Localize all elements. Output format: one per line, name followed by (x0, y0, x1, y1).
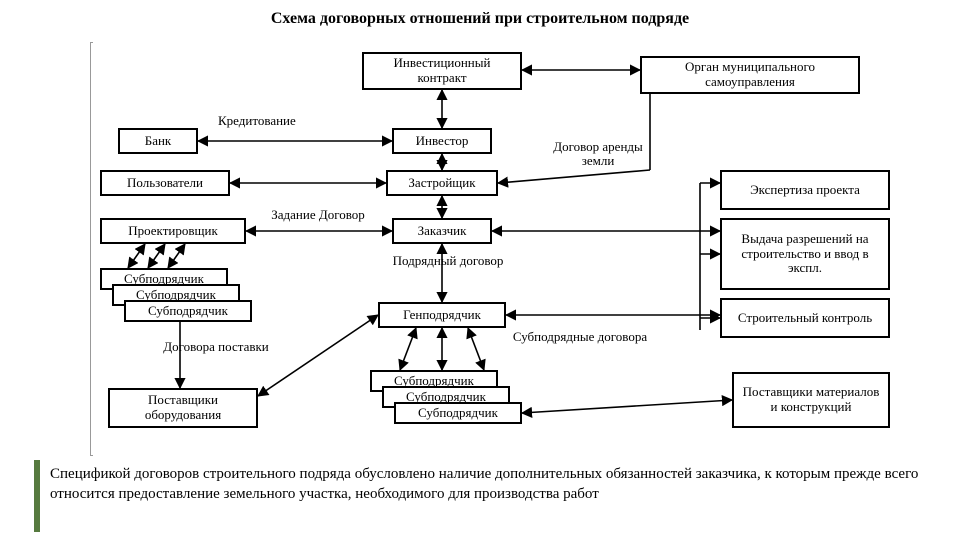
node-bank: Банк (118, 128, 198, 154)
node-customer: Заказчик (392, 218, 492, 244)
page-title: Схема договорных отношений при строитель… (0, 10, 960, 28)
node-sub_a3: Субподрядчик (124, 300, 252, 322)
label-contract: Подрядный договор (378, 254, 518, 268)
node-designer: Проектировщик (100, 218, 246, 244)
node-developer: Застройщик (386, 170, 498, 196)
node-users: Пользователи (100, 170, 230, 196)
node-suppliers_eq: Поставщики оборудования (108, 388, 258, 428)
node-permit: Выдача разрешений на строительство и вво… (720, 218, 890, 290)
label-supply: Договора поставки (156, 340, 276, 354)
label-credit: Кредитование (218, 114, 296, 128)
label-task: Задание Договор (268, 208, 368, 222)
node-gencon: Генподрядчик (378, 302, 506, 328)
label-rent: Договор аренды земли (548, 140, 648, 169)
node-sub_b3: Субподрядчик (394, 402, 522, 424)
node-investor: Инвестор (392, 128, 492, 154)
node-expertise: Экспертиза проекта (720, 170, 890, 210)
node-suppliers_mat: Поставщики материалов и конструкций (732, 372, 890, 428)
left-margin (90, 42, 93, 456)
node-control: Строительный контроль (720, 298, 890, 338)
node-municipal: Орган муниципального самоуправления (640, 56, 860, 94)
footer-text: Спецификой договоров строительного подря… (50, 465, 920, 504)
label-subcon: Субподрядные договора (510, 330, 650, 344)
node-inv_contract: Инвестиционный контракт (362, 52, 522, 90)
accent-bar (34, 460, 40, 532)
